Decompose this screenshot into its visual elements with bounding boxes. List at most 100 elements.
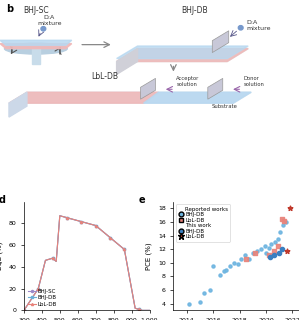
Polygon shape — [9, 92, 251, 103]
Text: D:A
mixture: D:A mixture — [247, 20, 271, 31]
BHJ-DB — [83, 221, 87, 225]
LbL-DB — [105, 233, 108, 236]
BHJ-DB — [115, 242, 119, 245]
LbL-DB — [36, 287, 40, 291]
BHJ-SC — [115, 242, 119, 245]
Point — [283, 220, 288, 225]
LbL-DB — [87, 222, 90, 226]
Ellipse shape — [41, 27, 46, 31]
Point — [269, 241, 274, 246]
Bar — [32, 48, 40, 64]
BHJ-SC — [44, 259, 47, 262]
Text: LbL-DB: LbL-DB — [91, 72, 118, 81]
BHJ-DB — [29, 298, 33, 301]
BHJ-SC — [22, 308, 26, 312]
Point — [280, 216, 284, 221]
Polygon shape — [141, 78, 155, 99]
BHJ-SC — [69, 217, 72, 220]
LbL-DB — [101, 230, 105, 234]
BHJ-SC — [133, 306, 137, 310]
Point — [202, 291, 206, 296]
BHJ-SC — [90, 223, 94, 227]
BHJ-DB — [54, 260, 58, 263]
LbL-DB — [22, 308, 26, 312]
BHJ-DB — [44, 259, 47, 262]
BHJ-DB — [108, 236, 112, 239]
Point — [281, 223, 286, 228]
BHJ-SC — [40, 273, 44, 276]
BHJ-DB — [133, 306, 137, 310]
BHJ-SC — [148, 308, 151, 312]
Point — [275, 236, 280, 242]
Point — [275, 243, 280, 248]
Point — [217, 273, 222, 278]
LbL-DB — [47, 257, 51, 261]
LbL-DB — [33, 292, 36, 296]
Point — [271, 252, 276, 257]
BHJ-SC — [47, 257, 51, 261]
BHJ-SC — [137, 308, 141, 311]
LbL-DB — [141, 308, 144, 312]
Text: Substrate: Substrate — [211, 104, 237, 109]
Ellipse shape — [238, 26, 243, 30]
BHJ-SC — [26, 303, 29, 307]
Polygon shape — [0, 40, 72, 45]
BHJ-DB — [148, 308, 151, 312]
Point — [266, 245, 271, 250]
LbL-DB — [58, 214, 62, 218]
BHJ-SC — [108, 236, 112, 239]
Text: d: d — [0, 195, 6, 205]
LbL-DB — [65, 216, 69, 220]
LbL-DB — [133, 306, 137, 310]
Point — [208, 287, 213, 292]
LbL-DB — [80, 220, 83, 224]
Polygon shape — [0, 44, 72, 49]
Text: e: e — [138, 195, 145, 205]
BHJ-SC — [76, 219, 80, 223]
BHJ-DB — [76, 219, 80, 223]
Line: BHJ-SC: BHJ-SC — [23, 215, 150, 311]
BHJ-SC — [62, 215, 65, 219]
BHJ-DB — [62, 215, 65, 219]
Point — [250, 250, 255, 255]
BHJ-DB — [112, 239, 115, 243]
Point — [271, 248, 276, 253]
Polygon shape — [9, 92, 27, 117]
BHJ-SC — [97, 227, 101, 230]
BHJ-DB — [144, 308, 148, 312]
Text: BHJ-DB: BHJ-DB — [181, 6, 208, 15]
BHJ-DB — [22, 308, 26, 312]
Text: Donor
solution: Donor solution — [244, 76, 265, 87]
Point — [263, 250, 268, 255]
Ellipse shape — [4, 43, 67, 54]
LbL-DB — [94, 224, 97, 228]
Polygon shape — [117, 49, 138, 74]
Point — [232, 260, 237, 265]
BHJ-DB — [87, 222, 90, 226]
Point — [273, 240, 277, 245]
BHJ-SC — [126, 267, 130, 271]
Point — [285, 248, 289, 253]
Point — [262, 243, 267, 248]
Text: Acceptor
solution: Acceptor solution — [176, 76, 200, 87]
BHJ-DB — [94, 224, 97, 228]
BHJ-SC — [72, 218, 76, 221]
Polygon shape — [117, 46, 248, 59]
LbL-DB — [148, 308, 151, 312]
LbL-DB — [137, 308, 141, 311]
BHJ-DB — [90, 223, 94, 227]
Point — [197, 299, 202, 304]
BHJ-SC — [94, 224, 97, 228]
LbL-DB — [108, 236, 112, 239]
Y-axis label: PCE (%): PCE (%) — [146, 242, 152, 270]
Polygon shape — [212, 31, 229, 52]
LbL-DB — [72, 218, 76, 221]
BHJ-SC — [51, 256, 54, 260]
Point — [244, 257, 248, 262]
Point — [236, 261, 241, 267]
Point — [253, 250, 258, 255]
BHJ-DB — [40, 273, 44, 276]
LbL-DB — [69, 217, 72, 220]
LbL-DB — [144, 308, 148, 312]
BHJ-DB — [80, 220, 83, 224]
